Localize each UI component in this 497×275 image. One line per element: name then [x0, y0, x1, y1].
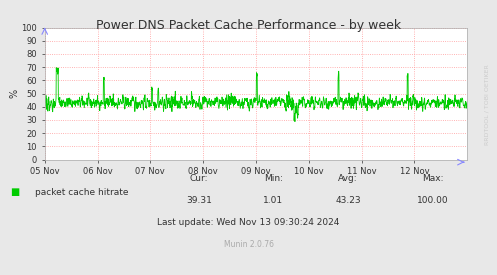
Text: 39.31: 39.31 — [186, 196, 212, 205]
Y-axis label: %: % — [10, 89, 20, 98]
Text: packet cache hitrate: packet cache hitrate — [35, 188, 128, 197]
Text: 43.23: 43.23 — [335, 196, 361, 205]
Text: Last update: Wed Nov 13 09:30:24 2024: Last update: Wed Nov 13 09:30:24 2024 — [158, 218, 339, 227]
Text: ■: ■ — [10, 188, 19, 197]
Text: Munin 2.0.76: Munin 2.0.76 — [224, 240, 273, 249]
Text: 100.00: 100.00 — [416, 196, 448, 205]
Text: Avg:: Avg: — [338, 174, 358, 183]
Text: RRDTOOL / TOBI OETIKER: RRDTOOL / TOBI OETIKER — [485, 64, 490, 145]
Text: 1.01: 1.01 — [263, 196, 283, 205]
Text: Max:: Max: — [421, 174, 443, 183]
Text: Cur:: Cur: — [189, 174, 208, 183]
Text: Min:: Min: — [264, 174, 283, 183]
Text: Power DNS Packet Cache Performance - by week: Power DNS Packet Cache Performance - by … — [96, 19, 401, 32]
